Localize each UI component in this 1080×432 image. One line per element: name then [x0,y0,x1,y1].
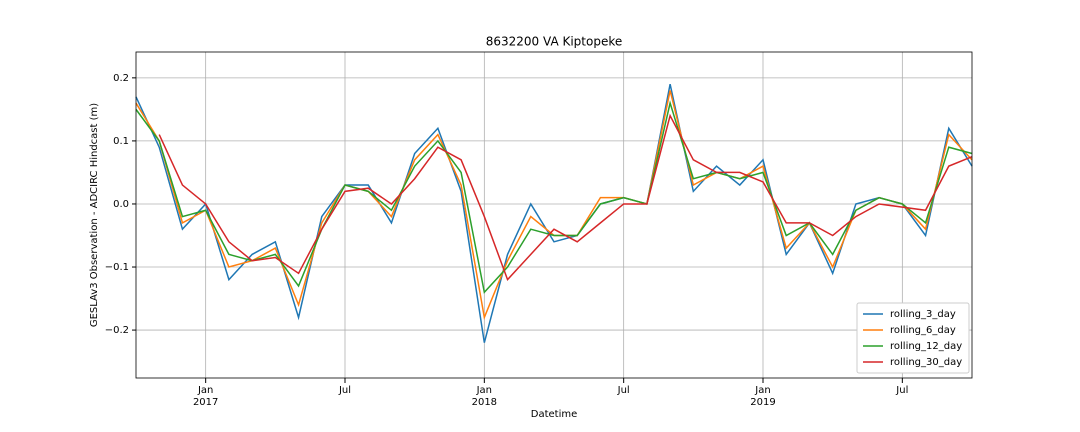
x-tick-year: 2019 [750,397,775,408]
series-line [158,113,973,282]
x-tick-label: Jan [476,385,492,396]
x-tick-year: 2017 [193,397,218,408]
y-tick-label: 0.0 [113,199,129,210]
x-tick-label: Jul [617,385,630,396]
y-tick-label: 0.1 [113,136,129,147]
y-tick-label: −0.1 [105,262,129,273]
y-axis-label: GESLAv3 Observation - ADCIRC Hindcast (m… [89,103,100,327]
legend-label: rolling_3_day [890,309,956,320]
series-line [135,83,973,343]
legend-label: rolling_6_day [890,325,956,336]
plot-frame [135,51,973,379]
x-tick-label: Jul [895,385,908,396]
x-tick-year: 2018 [472,397,497,408]
x-tick-label: Jul [338,385,351,396]
legend-label: rolling_12_day [890,341,962,352]
x-axis-label: Datetime [531,409,578,420]
legend-label: rolling_30_day [890,357,962,368]
chart-title: 8632200 VA Kiptopeke [486,35,623,49]
y-tick-label: −0.2 [105,325,129,336]
x-tick-label: Jan [197,385,213,396]
x-tick-label: Jan [754,385,770,396]
legend-box [856,302,970,374]
series-line [135,100,973,294]
y-tick-label: 0.2 [113,73,129,84]
